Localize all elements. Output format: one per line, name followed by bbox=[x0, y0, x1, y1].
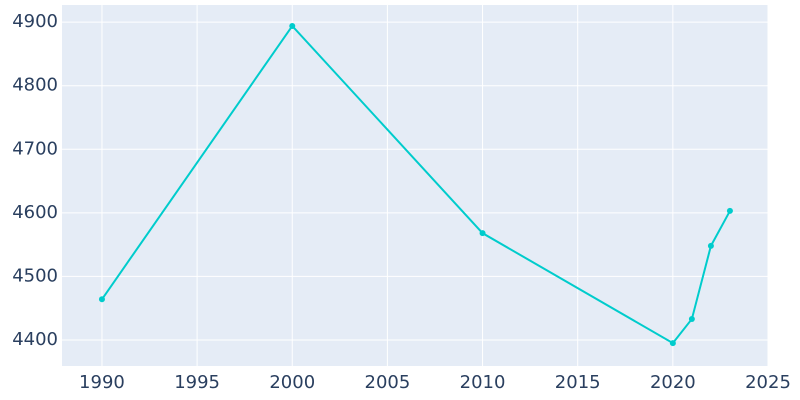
point bbox=[479, 230, 486, 237]
point bbox=[726, 207, 733, 214]
x-tick-label: 2005 bbox=[365, 372, 411, 393]
point bbox=[688, 315, 695, 322]
x-tick-label: 1995 bbox=[174, 372, 220, 393]
x-tick-label: 2015 bbox=[555, 372, 601, 393]
x-tick-label: 2020 bbox=[650, 372, 696, 393]
y-tick-label: 4900 bbox=[12, 11, 58, 32]
point bbox=[707, 242, 714, 249]
plot-area bbox=[62, 5, 768, 366]
x-tick-label: 2025 bbox=[745, 372, 791, 393]
y-tick-label: 4500 bbox=[12, 265, 58, 286]
x-tick-label: 1990 bbox=[79, 372, 125, 393]
point bbox=[98, 296, 105, 303]
y-tick-label: 4400 bbox=[12, 329, 58, 350]
point bbox=[669, 340, 676, 347]
x-tick-label: 2000 bbox=[269, 372, 315, 393]
y-tick-label: 4800 bbox=[12, 75, 58, 96]
x-tick-label: 2010 bbox=[460, 372, 506, 393]
y-tick-label: 4700 bbox=[12, 138, 58, 159]
y-tick-label: 4600 bbox=[12, 202, 58, 223]
point bbox=[289, 22, 296, 29]
